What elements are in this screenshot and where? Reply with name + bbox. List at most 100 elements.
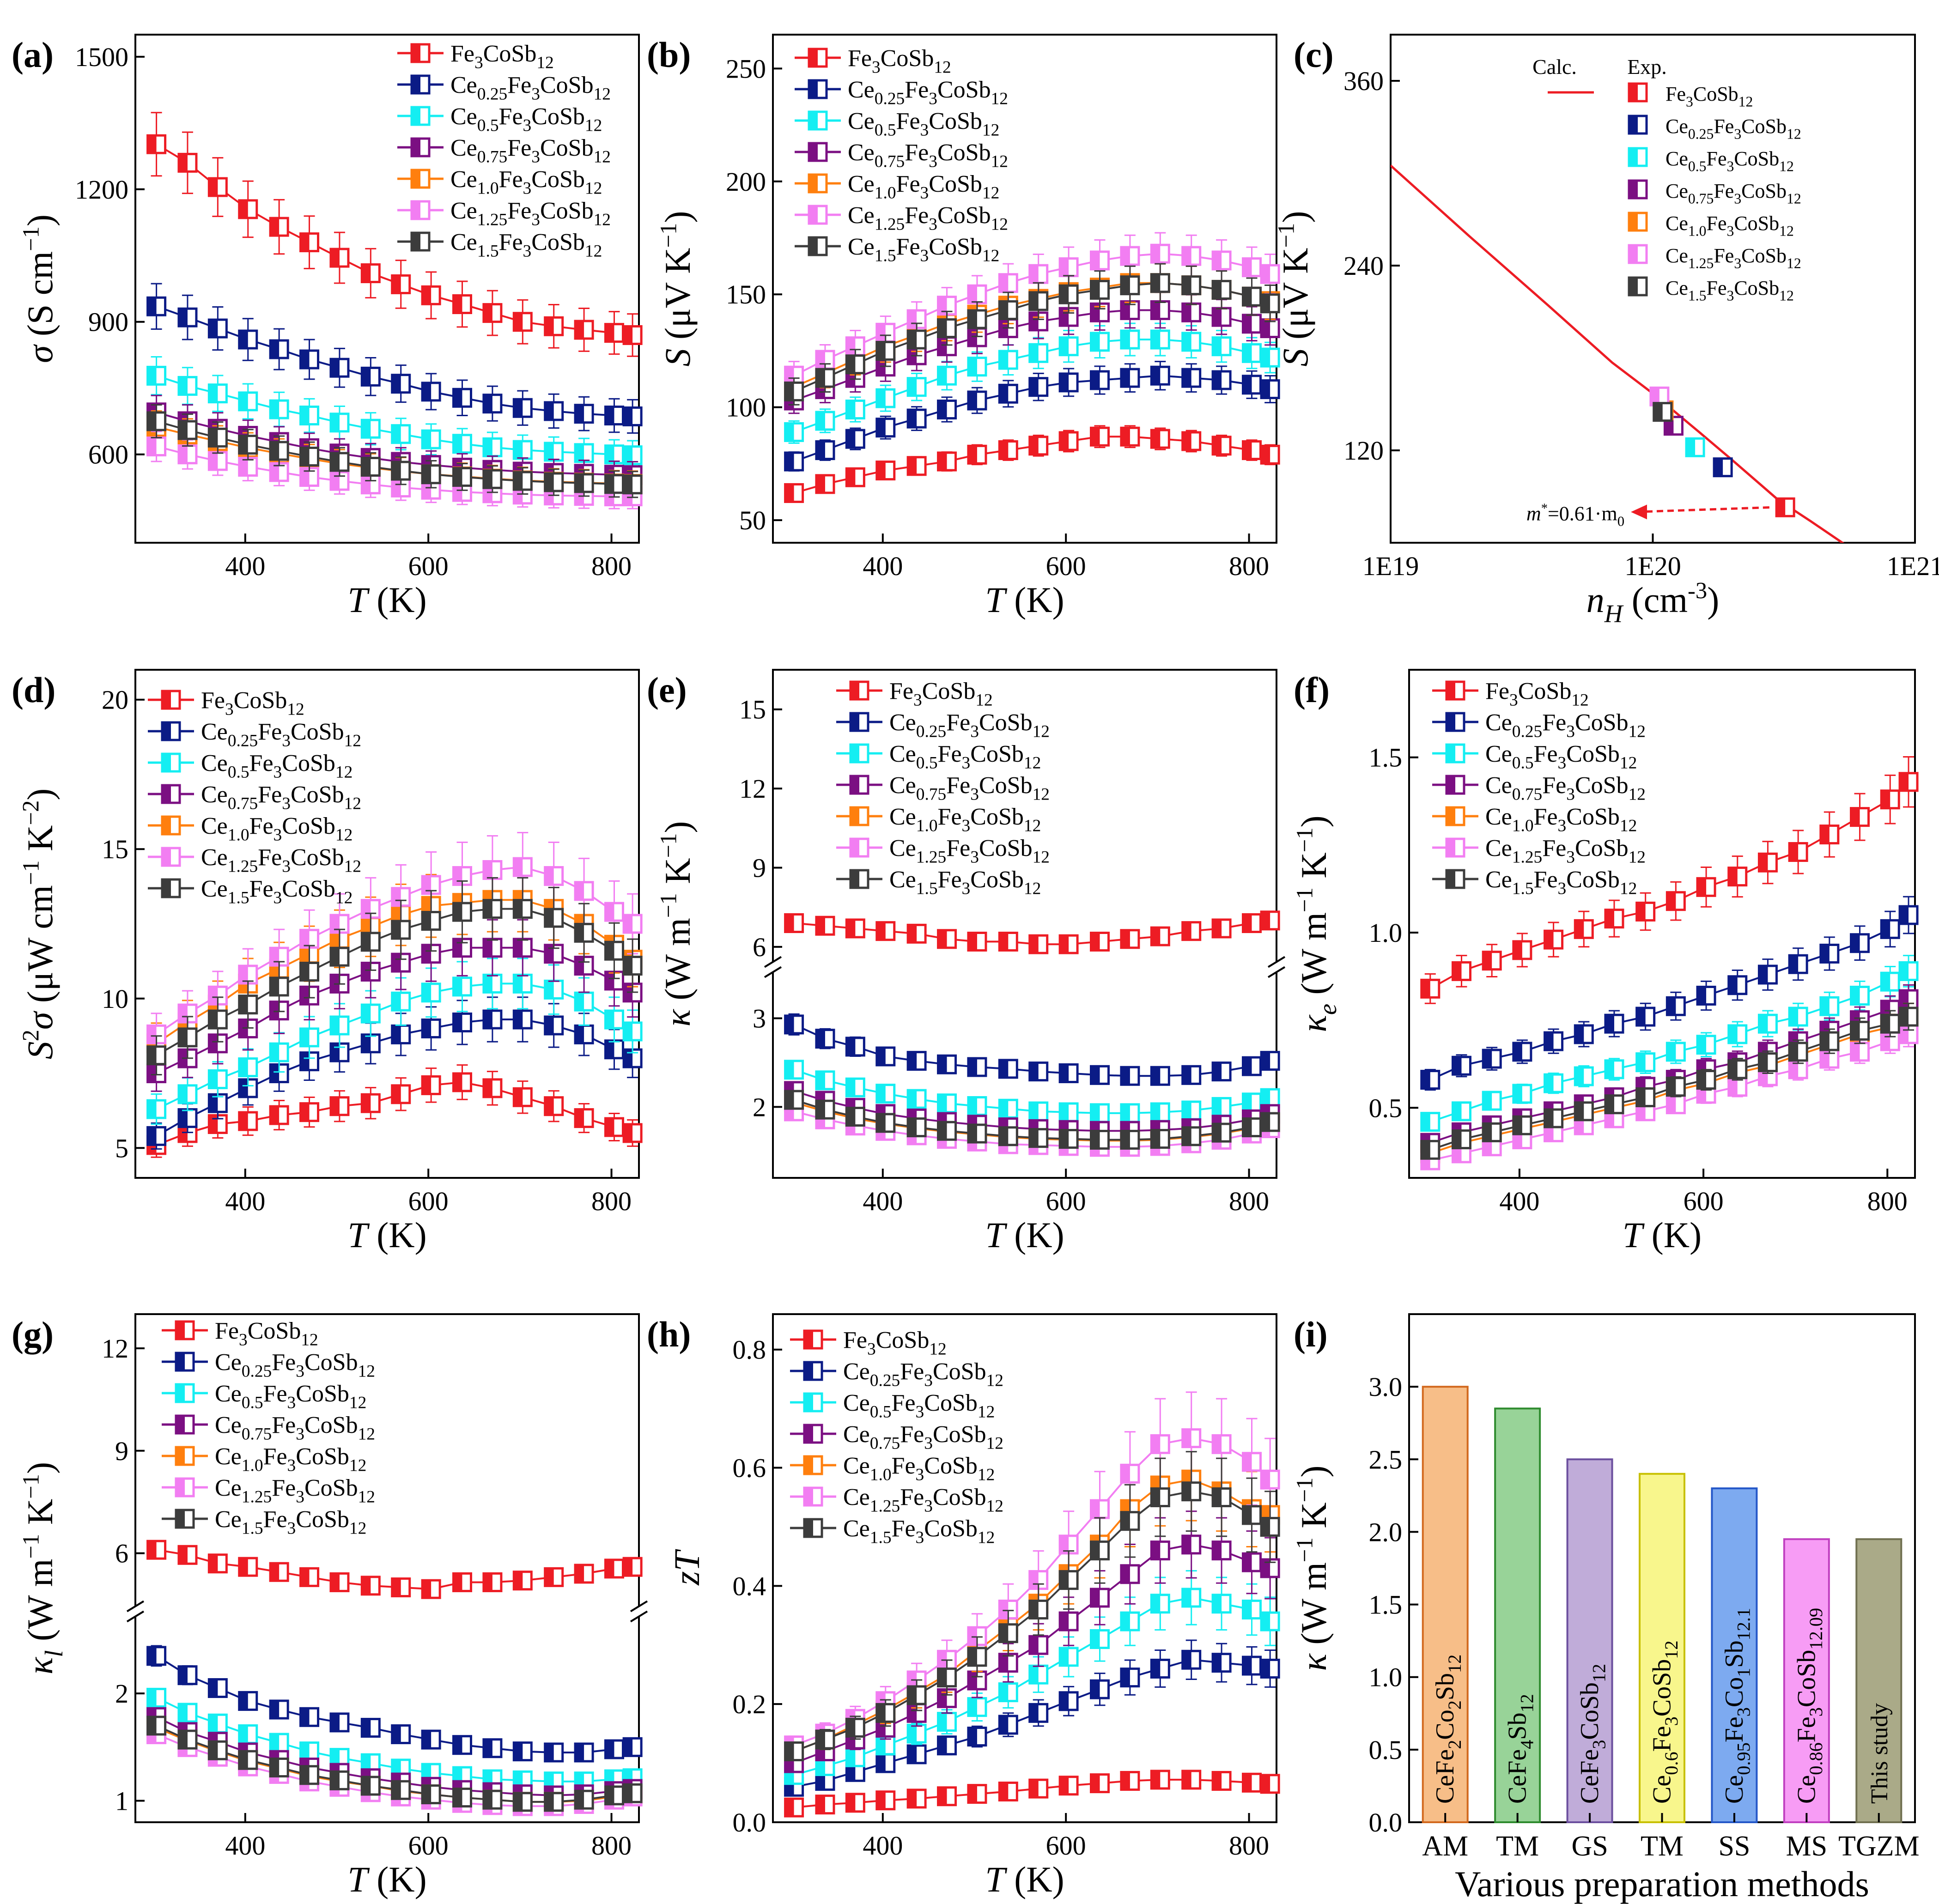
label-piece: K (20, 825, 60, 861)
legend-calc-title: Calc. (1532, 55, 1577, 79)
data-point-fill (624, 326, 633, 344)
data-point-fill (1091, 1131, 1100, 1149)
data-point-fill (1544, 931, 1554, 949)
data-point-fill (999, 1783, 1009, 1801)
data-point-fill (816, 1071, 825, 1089)
data-point-fill (514, 1011, 523, 1029)
formula-text: CoSb (291, 844, 344, 871)
legend-marker-fill (162, 785, 171, 803)
data-point-fill (392, 479, 401, 497)
legend-label: Ce1.25Fe3CoSb12 (1485, 835, 1646, 867)
data-point-fill (422, 1019, 432, 1037)
data-point-fill (968, 392, 977, 409)
formula-text: CoSb (979, 772, 1033, 799)
formula-subscript: 3 (1686, 93, 1693, 109)
data-point-fill (392, 275, 401, 293)
formula-subscript: 12 (1629, 722, 1646, 741)
formula-subscript: 0.75 (875, 152, 905, 171)
formula-text: CoSb (1734, 277, 1779, 299)
data-point-fill (575, 957, 584, 975)
data-point-fill (1697, 1036, 1707, 1054)
formula-text: Fe (1534, 867, 1558, 893)
data-point-fill (1243, 1453, 1252, 1471)
data-point-fill (453, 1789, 462, 1807)
formula-subscript: 1.5 (242, 1519, 263, 1538)
legend-label: Ce0.75Fe3CoSb12 (1485, 772, 1646, 804)
data-point-fill (178, 377, 188, 395)
legend-marker-fill (162, 817, 171, 834)
y-tick-label: 12 (739, 774, 766, 804)
data-point-fill (545, 945, 554, 963)
data-point-fill (876, 418, 886, 437)
label-piece: (μV K (657, 248, 698, 348)
formula-text: Fe (258, 719, 282, 745)
data-point-fill (1900, 1008, 1909, 1026)
formula-text: Fe (507, 135, 531, 161)
data-point-fill (362, 475, 371, 493)
x-axis-label: T (K) (347, 1215, 426, 1255)
data-point-fill (785, 453, 794, 470)
y-tick-label: 100 (726, 393, 766, 423)
data-point-fill (624, 957, 633, 975)
data-point-fill (483, 975, 492, 993)
data-point-fill (1667, 1043, 1676, 1061)
formula-subscript: 12 (1024, 879, 1041, 898)
data-point-fill (575, 882, 584, 900)
data-point-fill (575, 1025, 584, 1043)
data-point-fill (1243, 441, 1252, 459)
formula-text: Ce (1485, 741, 1512, 767)
formula-text: Fe (938, 867, 962, 893)
formula-text: CoSb (296, 1506, 349, 1533)
data-point-fill (846, 919, 856, 937)
data-point-fill (968, 1672, 977, 1690)
legend: Fe3CoSb12Ce0.25Fe3CoSb12Ce0.5Fe3CoSb12Ce… (836, 678, 1050, 898)
formula-subscript: 3 (296, 1488, 304, 1507)
data-point-fill (362, 1034, 371, 1052)
formula-subscript: 3 (274, 763, 282, 782)
data-point-fill (453, 977, 462, 995)
formula-subscript: 1.25 (1512, 848, 1543, 867)
formula-subscript: 12 (1779, 158, 1794, 174)
formula-subscript: 3 (962, 879, 971, 898)
data-point-fill (575, 405, 584, 423)
data-point-fill (908, 1090, 917, 1108)
data-point-fill (1091, 1680, 1100, 1698)
legend-label: Ce1.25Fe3CoSb12 (450, 198, 611, 230)
data-point-fill (422, 1731, 432, 1749)
data-point-fill (1091, 1104, 1100, 1122)
y-tick-label: 1200 (75, 175, 128, 205)
formula-text: CoSb (979, 709, 1033, 736)
data-point-fill (876, 342, 886, 360)
data-point-fill (1121, 930, 1130, 948)
formula-text: CoSb (979, 835, 1033, 861)
data-point-fill (1121, 1465, 1130, 1483)
x-axis-label: T (K) (985, 1215, 1064, 1255)
x-tick-label: 800 (591, 1186, 632, 1216)
label-piece: −2 (18, 800, 43, 825)
data-point-fill (362, 900, 371, 918)
formula-text: CoSb (881, 45, 934, 72)
series-Ce1.5Fe3CoSb12 (784, 1090, 1280, 1150)
data-point-fill (1667, 1095, 1676, 1113)
data-point-fill (1881, 1032, 1890, 1050)
data-point-fill (270, 1106, 280, 1124)
formula-subscript: 3 (929, 152, 937, 171)
data-point-fill (209, 320, 218, 338)
data-point-fill (422, 912, 432, 930)
legend: Fe3CoSb12Ce0.25Fe3CoSb12Ce0.5Fe3CoSb12Ce… (148, 687, 361, 908)
legend-label: Ce0.5Fe3CoSb12 (450, 103, 602, 135)
data-point-fill (1121, 1104, 1130, 1122)
data-point-fill (483, 1011, 492, 1029)
data-point-fill (453, 389, 462, 407)
formula-subscript: 12 (975, 691, 992, 710)
data-point-fill (1261, 1660, 1270, 1678)
label-piece: (K) (1005, 1215, 1064, 1255)
data-point-fill (1151, 1488, 1161, 1506)
label-piece: ) (20, 1462, 60, 1474)
formula-text: Fe (272, 1412, 296, 1438)
data-point-fill (1697, 878, 1707, 896)
data-point-fill (1636, 1053, 1646, 1071)
formula-subscript: 0.25 (916, 722, 947, 741)
data-point-fill (1121, 331, 1130, 348)
legend-marker-fill (851, 713, 859, 731)
